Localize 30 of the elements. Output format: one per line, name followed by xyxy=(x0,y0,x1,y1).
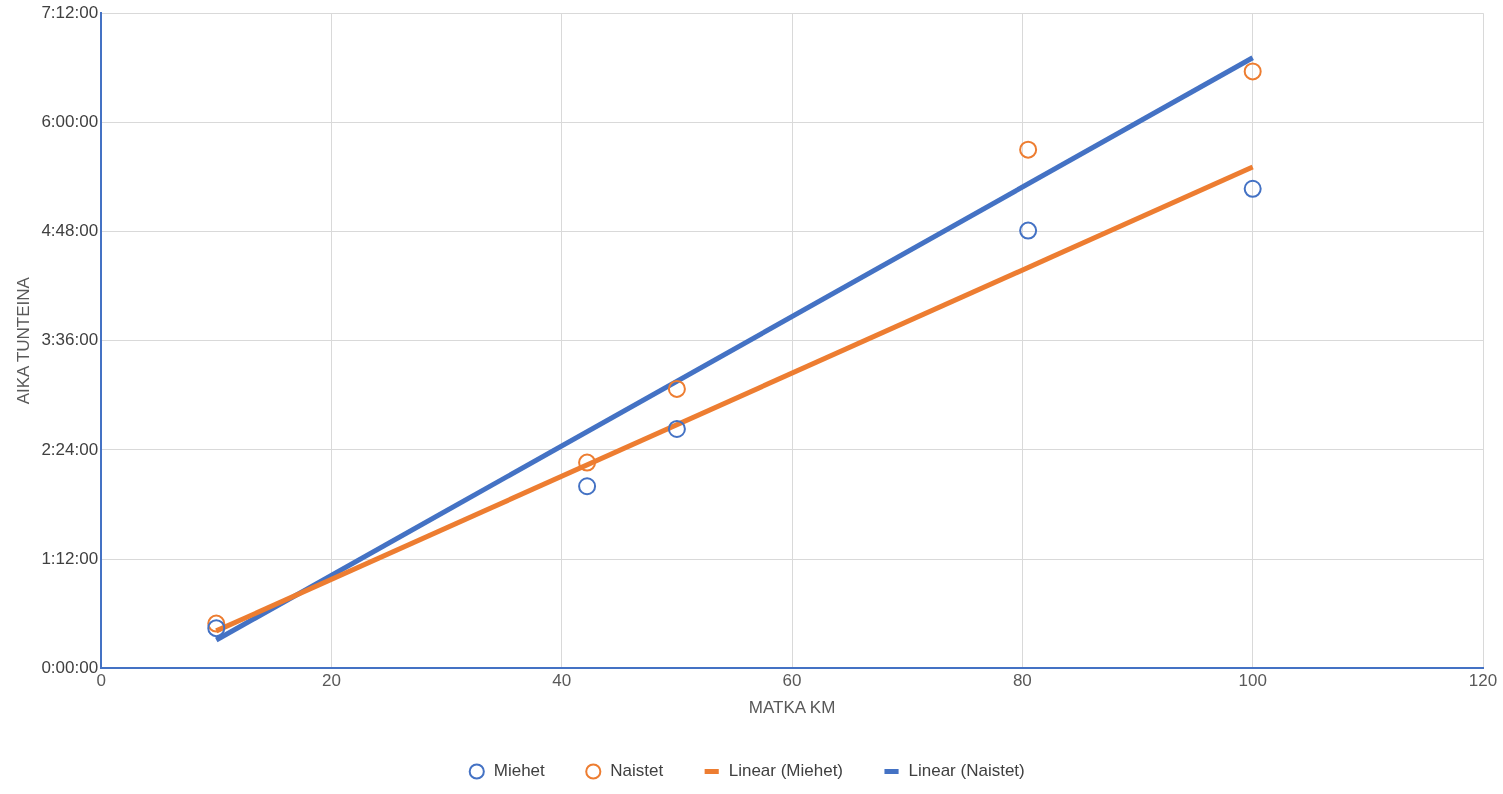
point xyxy=(667,379,686,398)
legend-label: Naistet xyxy=(610,761,664,781)
point xyxy=(1019,221,1038,240)
y-tick-label: 0:00:00 xyxy=(41,657,99,677)
x-tick-label: 80 xyxy=(1012,671,1032,691)
legend-label: Miehet xyxy=(493,761,546,781)
x-tick-label: 0 xyxy=(96,671,106,691)
y-tick-label: 2:24:00 xyxy=(41,439,99,459)
point xyxy=(578,477,597,496)
x-tick-label: 40 xyxy=(552,671,572,691)
y-tick-label: 4:48:00 xyxy=(41,221,99,241)
legend-label: Linear (Miehet) xyxy=(728,761,844,781)
x-tick-label: 120 xyxy=(1468,671,1498,691)
y-tick-label: 3:36:00 xyxy=(41,330,99,350)
y-tick-label: 1:12:00 xyxy=(41,548,99,568)
x-tick-label: 20 xyxy=(321,671,341,691)
y-tick-label: 6:00:00 xyxy=(41,112,99,132)
point xyxy=(207,619,226,638)
point xyxy=(667,419,686,438)
legend-label: Linear (Naistet) xyxy=(908,761,1025,781)
x-tick-label: 60 xyxy=(782,671,802,691)
point xyxy=(1019,140,1038,159)
y-tick-label: 7:12:00 xyxy=(41,2,99,22)
y-axis-title: AIKA TUNTEINA xyxy=(13,276,33,405)
point xyxy=(207,614,226,633)
point xyxy=(1243,179,1262,198)
x-axis-title: MATKA KM xyxy=(748,698,836,718)
point xyxy=(578,453,597,472)
point xyxy=(1243,62,1262,81)
x-tick-label: 100 xyxy=(1238,671,1267,691)
